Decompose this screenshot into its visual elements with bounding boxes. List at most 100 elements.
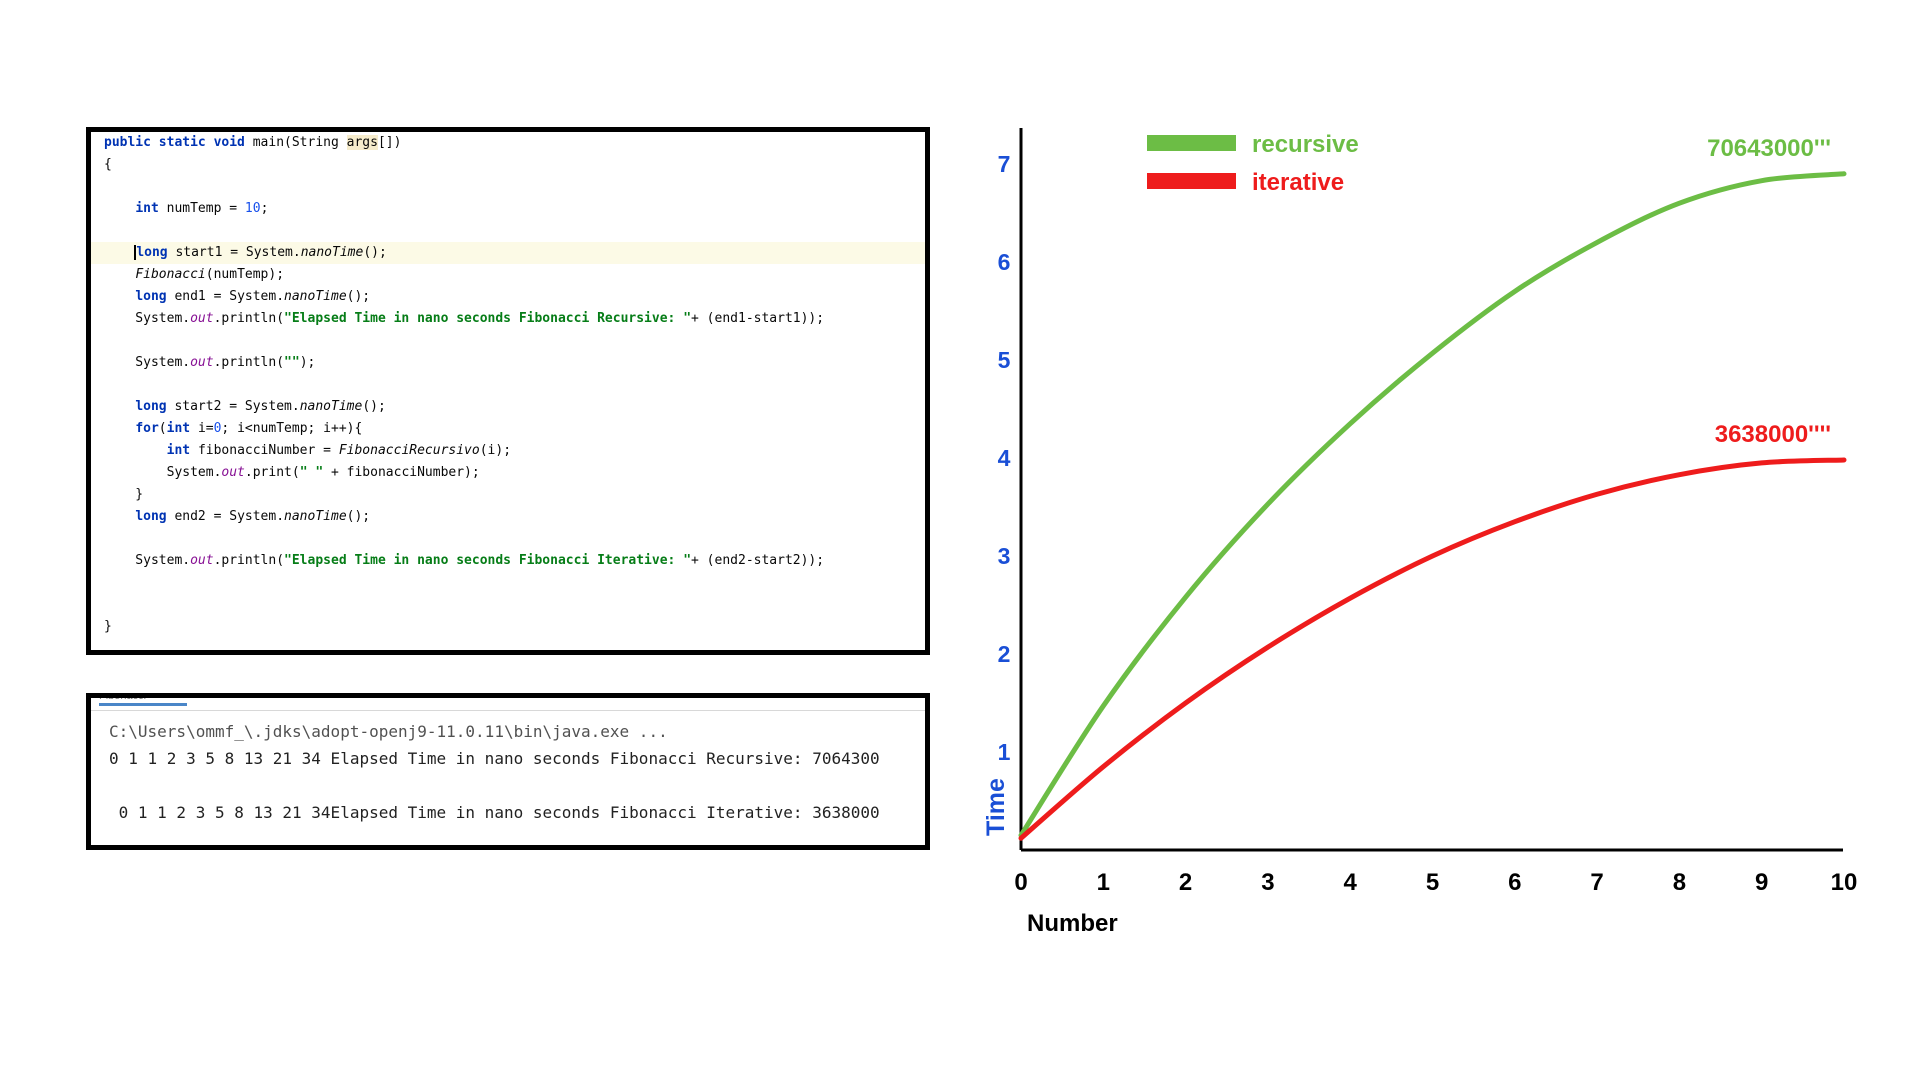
code-line: for(int i=0; i<numTemp; i++){: [91, 418, 925, 440]
code-token: out: [190, 355, 214, 370]
code-token: fibonacciNumber =: [197, 443, 339, 458]
code-token: out: [190, 311, 214, 326]
code-token: .println(: [213, 355, 285, 370]
code-token: int: [166, 443, 198, 458]
code-line: {: [91, 154, 925, 176]
code-token: ;: [260, 201, 269, 216]
y-tick-label: 2: [998, 641, 1011, 667]
code-token: start1 = System.: [175, 245, 301, 260]
code-token: + fibonacciNumber);: [323, 465, 480, 480]
code-token: end2 = System.: [174, 509, 285, 524]
console-output-iterative: 0 1 1 2 3 5 8 13 21 34Elapsed Time in na…: [109, 803, 880, 822]
y-axis-title: Time: [982, 778, 1010, 836]
code-token: .println(: [213, 553, 285, 568]
code-token: int: [166, 421, 198, 436]
code-line: System.out.println("");: [91, 352, 925, 374]
y-tick-label: 3: [998, 543, 1011, 569]
code-token: ; i<numTemp; i++){: [221, 421, 363, 436]
x-tick-label: 7: [1590, 869, 1603, 896]
code-token: long: [135, 509, 175, 524]
code-line: Fibonacci(numTemp);: [91, 264, 925, 286]
code-token: .println(: [213, 311, 285, 326]
code-token: System.: [104, 553, 191, 568]
code-token: start2 = System.: [174, 399, 300, 414]
x-tick-label: 8: [1673, 869, 1686, 896]
end-label-iterative: 3638000'''': [1715, 421, 1831, 448]
code-token: 10: [244, 201, 261, 216]
code-token: (numTemp);: [205, 267, 285, 282]
x-tick-label: 6: [1508, 869, 1521, 896]
legend-swatch-iterative: [1147, 173, 1236, 189]
console-tab-bar: Fibonacci: [91, 698, 925, 711]
code-token: nanoTime: [300, 245, 364, 260]
code-token: numTemp =: [166, 201, 245, 216]
code-token: []): [377, 135, 402, 150]
code-line: System.out.print(" " + fibonacciNumber);: [91, 462, 925, 484]
code-token: " ": [299, 465, 324, 480]
code-token: int: [135, 201, 167, 216]
x-tick-label: 5: [1426, 869, 1439, 896]
code-token: for: [135, 421, 159, 436]
code-token: ();: [346, 289, 371, 304]
code-token: "Elapsed Time in nano seconds Fibonacci …: [284, 311, 692, 326]
code-token: ();: [363, 245, 387, 260]
code-line: int fibonacciNumber = FibonacciRecursivo…: [91, 440, 925, 462]
code-token: nanoTime: [284, 509, 347, 524]
x-tick-label: 9: [1755, 869, 1768, 896]
code-token: i=: [197, 421, 214, 436]
code-token: 0: [213, 421, 222, 436]
y-tick-label: 4: [998, 445, 1011, 471]
code-line: System.out.println("Elapsed Time in nano…: [91, 308, 925, 330]
console-command-line: C:\Users\ommf_\.jdks\adopt-openj9-11.0.1…: [109, 722, 668, 741]
code-token: System.: [104, 355, 191, 370]
code-token: out: [221, 465, 245, 480]
code-token: {: [104, 157, 112, 172]
code-editor[interactable]: public static void main(String args[]){ …: [91, 132, 925, 650]
code-token: "Elapsed Time in nano seconds Fibonacci …: [284, 553, 692, 568]
code-line: long start1 = System.nanoTime();: [91, 242, 925, 264]
code-token: System.: [104, 465, 222, 480]
x-tick-label: 0: [1014, 869, 1027, 896]
code-token: long: [135, 289, 175, 304]
code-token: .print(: [244, 465, 300, 480]
code-token: public static void: [104, 135, 253, 150]
legend-swatch-recursive: [1147, 135, 1236, 151]
y-tick-label: 6: [998, 249, 1011, 275]
code-line: public static void main(String args[]): [91, 132, 925, 154]
code-token: main(String: [252, 135, 347, 150]
code-token: (: [158, 421, 167, 436]
code-line: long end1 = System.nanoTime();: [91, 286, 925, 308]
code-line: long end2 = System.nanoTime();: [91, 506, 925, 528]
code-line: System.out.println("Elapsed Time in nano…: [91, 550, 925, 572]
code-token: nanoTime: [299, 399, 363, 414]
end-label-recursive: 70643000''': [1707, 135, 1831, 162]
code-line: }: [91, 616, 925, 638]
series-line-iterative: [1018, 457, 1847, 841]
code-token: ();: [346, 509, 371, 524]
code-token: }: [104, 619, 112, 634]
code-token: + (end2-start2));: [691, 553, 825, 568]
code-token: Fibonacci: [135, 267, 206, 282]
code-editor-panel: public static void main(String args[]){ …: [86, 127, 930, 655]
legend-label-recursive: recursive: [1252, 131, 1359, 158]
code-token: end1 = System.: [174, 289, 285, 304]
y-tick-label: 1: [998, 739, 1011, 765]
code-token: ();: [362, 399, 386, 414]
series-line-recursive: [1018, 171, 1847, 838]
code-token: "": [284, 355, 300, 370]
code-token: System.: [104, 311, 191, 326]
x-tick-label: 3: [1261, 869, 1274, 896]
console-tab-fibonacci[interactable]: Fibonacci: [99, 698, 187, 706]
code-token: }: [104, 487, 144, 502]
x-tick-label: 2: [1179, 869, 1192, 896]
y-tick-label: 5: [998, 347, 1011, 373]
y-tick-label: 7: [998, 151, 1011, 177]
code-token: + (end1-start1));: [691, 311, 825, 326]
code-token: FibonacciRecursivo: [338, 443, 480, 458]
x-tick-label: 4: [1344, 869, 1358, 896]
legend-label-iterative: iterative: [1252, 169, 1344, 196]
code-line: long start2 = System.nanoTime();: [91, 396, 925, 418]
code-token: out: [190, 553, 214, 568]
x-tick-label: 10: [1831, 869, 1858, 896]
code-token: long: [135, 399, 175, 414]
